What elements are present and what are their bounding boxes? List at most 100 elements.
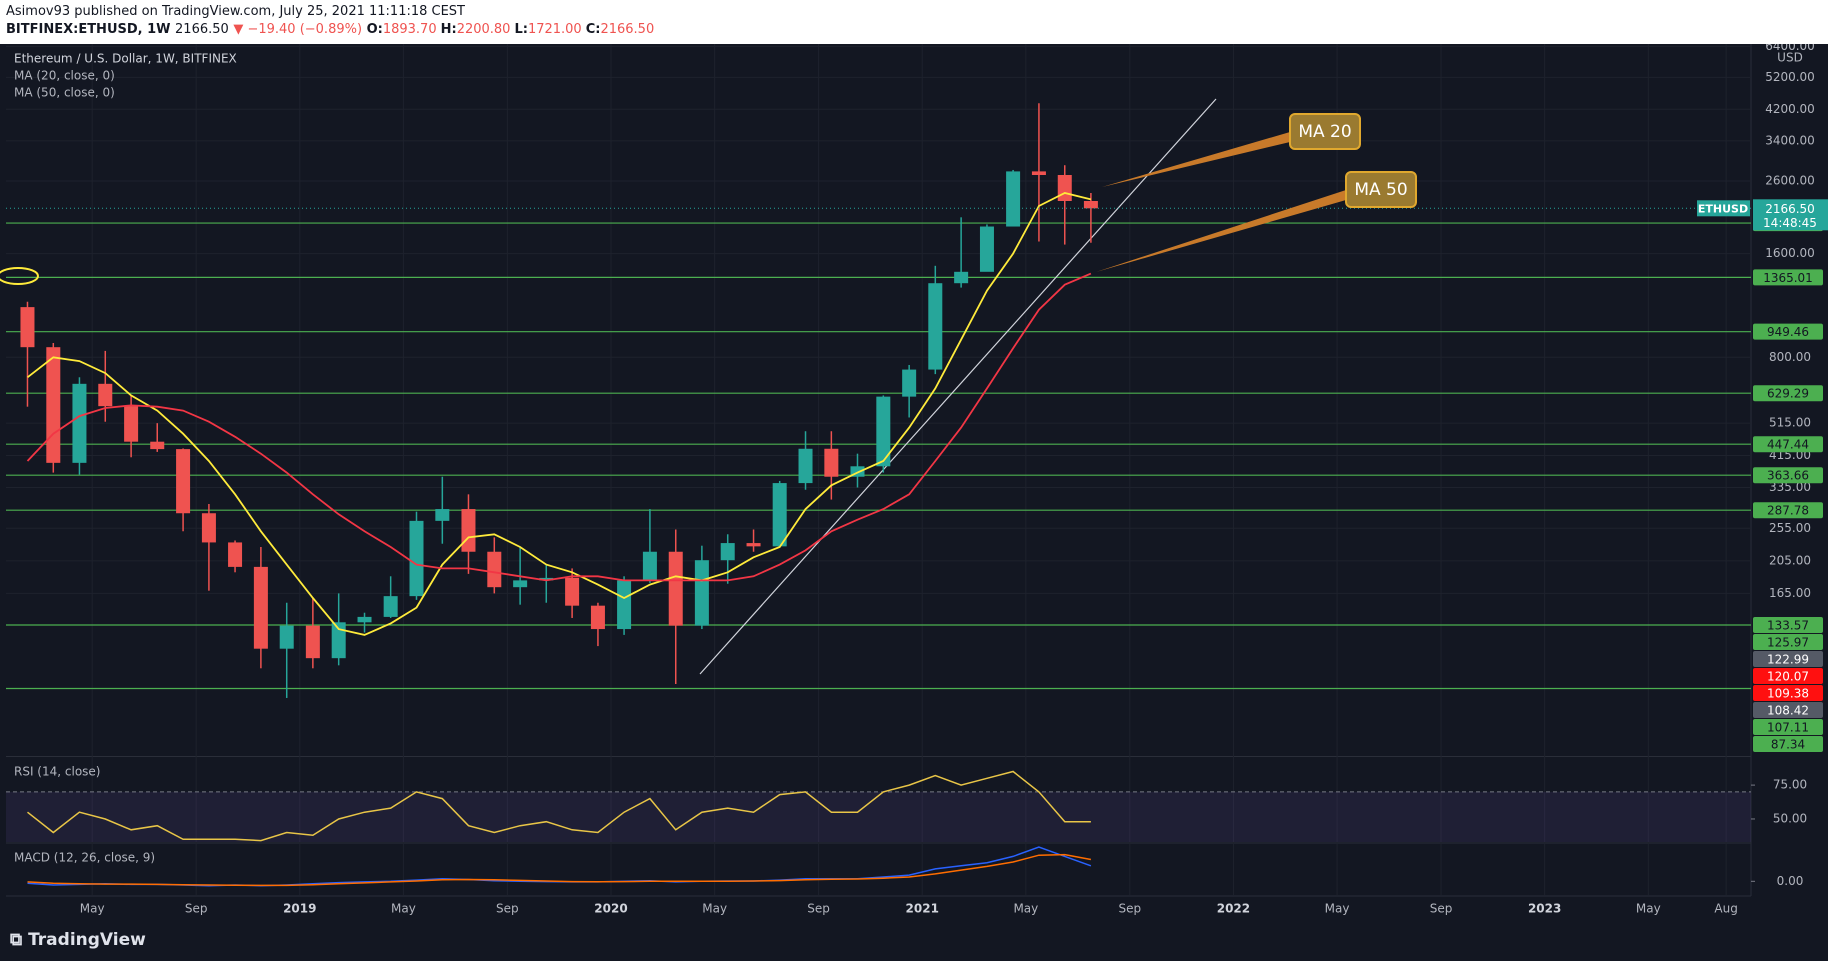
candle-body xyxy=(539,577,554,581)
level-label: 287.78 xyxy=(1767,504,1809,518)
level-label-box xyxy=(1753,633,1823,650)
candle-body xyxy=(798,448,813,484)
callout-pointer xyxy=(1096,190,1346,272)
y-tick-label: 515.00 xyxy=(1769,416,1811,430)
candle-body xyxy=(357,616,372,623)
y-tick-label: 6400.00 xyxy=(1765,44,1815,53)
candle-body xyxy=(590,605,605,630)
ohlc-key: H: xyxy=(440,22,457,37)
y-tick-label: 5200.00 xyxy=(1765,70,1815,84)
y-tick-label: 1600.00 xyxy=(1765,246,1815,260)
candle-body xyxy=(72,383,87,463)
candle-body xyxy=(642,551,657,581)
candle-body xyxy=(228,542,243,567)
last-price-label: 2166.50 xyxy=(1765,202,1815,216)
candle-body xyxy=(1083,201,1098,209)
x-tick-label: May xyxy=(80,902,105,916)
ohlc: O:1893.70 H:2200.80 L:1721.00 C:2166.50 xyxy=(367,22,659,37)
callout-pointer xyxy=(1102,132,1290,187)
x-tick-label: 2023 xyxy=(1528,902,1561,916)
candle-body xyxy=(979,226,994,272)
series-line xyxy=(27,770,1091,842)
ohlc-key: L: xyxy=(514,22,528,37)
change: ▼ −19.40 (−0.89%) xyxy=(233,22,363,37)
callout-text: MA 50 xyxy=(1354,180,1407,200)
pane-title: MACD (12, 26, close, 9) xyxy=(14,851,155,865)
candle-body xyxy=(1031,171,1046,176)
candle-body xyxy=(954,271,969,284)
candle-body xyxy=(1006,171,1021,227)
x-tick-label: Aug xyxy=(1714,902,1737,916)
candle-body xyxy=(253,566,268,649)
level-label-box xyxy=(1753,436,1823,453)
legend-entry: MA (20, close, 0) xyxy=(14,69,115,83)
ohlc-value: 1721.00 xyxy=(527,22,582,37)
last-price-box xyxy=(1753,199,1828,231)
level-label-box xyxy=(1753,650,1823,667)
candle-body xyxy=(824,448,839,477)
candle-body xyxy=(720,543,735,561)
candle-body xyxy=(98,383,113,407)
chart-title: Ethereum / U.S. Dollar, 1W, BITFINEX xyxy=(14,52,237,66)
ohlc-value: 2200.80 xyxy=(456,22,511,37)
publisher: Asimov93 published on TradingView.com, J… xyxy=(6,4,465,19)
candle-body xyxy=(279,625,294,649)
symbol: BITFINEX:ETHUSD, 1W xyxy=(6,22,171,37)
x-tick-label: May xyxy=(391,902,416,916)
level-label-box xyxy=(1753,385,1823,402)
x-tick-label: Sep xyxy=(1118,902,1141,916)
level-label: 120.07 xyxy=(1767,669,1809,683)
x-tick-label: May xyxy=(1013,902,1038,916)
level-label-box xyxy=(1753,467,1823,484)
level-label-box xyxy=(1753,735,1823,752)
x-tick-label: 2020 xyxy=(594,902,627,916)
symbol-box xyxy=(1697,200,1750,217)
candle-body xyxy=(150,441,165,450)
chart: May Sep 2019 May Sep 2020 May Sep 2021 May Sep 2022… xyxy=(0,44,1828,923)
series-line xyxy=(26,272,1092,582)
drawing xyxy=(0,267,39,285)
candle-body xyxy=(435,509,450,521)
level-label-box xyxy=(1753,269,1823,286)
ohlc-value: 2166.50 xyxy=(600,22,655,37)
background xyxy=(0,44,1828,923)
candle-body xyxy=(850,466,865,477)
candle-body xyxy=(20,307,35,348)
candle-body xyxy=(383,596,398,617)
level-label: 447.44 xyxy=(1767,438,1809,452)
symbol-line: BITFINEX:ETHUSD, 1W 2166.50 ▼ −19.40 (−0… xyxy=(6,22,658,37)
y-tick-label: 255.00 xyxy=(1769,521,1811,535)
x-tick-label: May xyxy=(1325,902,1350,916)
candle-body xyxy=(565,577,580,606)
symbol-label: ETHUSD xyxy=(1698,202,1748,215)
callout-text: MA 20 xyxy=(1298,122,1351,142)
x-tick-label: May xyxy=(702,902,727,916)
y-tick-label: 335.00 xyxy=(1769,480,1811,494)
series-line xyxy=(27,853,1092,887)
level-label: 629.29 xyxy=(1767,387,1809,401)
level-label-box xyxy=(1753,502,1823,519)
trend-line xyxy=(699,98,1217,675)
x-tick-label: Sep xyxy=(496,902,519,916)
ohlc-key: O: xyxy=(366,22,383,37)
candle-body xyxy=(305,625,320,659)
y-tick-label: 4200.00 xyxy=(1765,102,1815,116)
x-tick-label: 2021 xyxy=(906,902,939,916)
level-label: 363.66 xyxy=(1767,469,1809,483)
level-label: 1365.01 xyxy=(1763,271,1813,285)
y-tick-label: 0.00 xyxy=(1777,874,1804,888)
candle-body xyxy=(513,580,528,588)
callout-box xyxy=(1345,171,1417,208)
x-tick-label: 2019 xyxy=(283,902,316,916)
x-tick-label: Sep xyxy=(185,902,208,916)
series-line xyxy=(26,192,1092,636)
level-label-box xyxy=(1753,718,1823,735)
y-tick-label: 3400.00 xyxy=(1765,133,1815,147)
candle-body xyxy=(46,347,61,463)
price: 2166.50 xyxy=(175,22,229,37)
candle-body xyxy=(617,580,632,630)
candle-body xyxy=(409,520,424,597)
brand-text: TradingView xyxy=(28,930,146,950)
level-label: 125.97 xyxy=(1767,635,1809,649)
ohlc-key: C: xyxy=(585,22,601,37)
